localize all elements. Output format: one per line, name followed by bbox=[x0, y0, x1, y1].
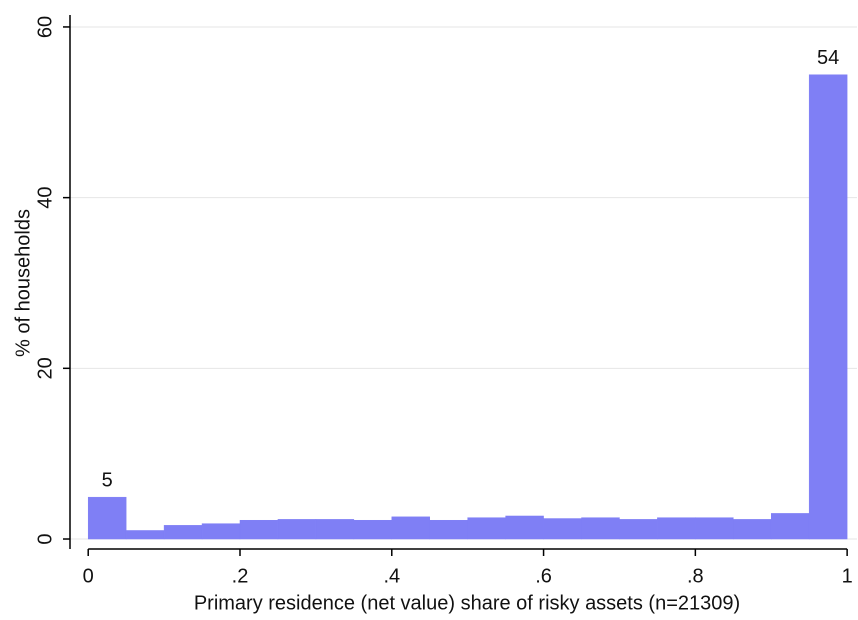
x-tick-label: 0 bbox=[83, 565, 94, 587]
x-tick-label: .4 bbox=[383, 565, 400, 587]
bar bbox=[353, 519, 393, 540]
x-tick-label: .6 bbox=[535, 565, 552, 587]
x-tick-label: .8 bbox=[687, 565, 704, 587]
bar bbox=[733, 519, 772, 540]
bar bbox=[808, 74, 848, 540]
bar bbox=[87, 496, 127, 540]
bar bbox=[467, 517, 506, 540]
bar bbox=[163, 525, 203, 540]
y-tick-label: 60 bbox=[34, 16, 56, 38]
x-tick-label: .2 bbox=[232, 565, 249, 587]
bar bbox=[239, 519, 279, 540]
bar bbox=[770, 513, 810, 540]
bar bbox=[505, 515, 544, 540]
bar bbox=[543, 518, 582, 540]
y-tick-label: 20 bbox=[34, 357, 56, 379]
bar bbox=[619, 519, 658, 540]
bar bbox=[391, 516, 430, 540]
x-axis-title: Primary residence (net value) share of r… bbox=[194, 592, 740, 614]
bar bbox=[695, 517, 734, 540]
bar bbox=[277, 519, 317, 540]
value-label: 54 bbox=[817, 47, 839, 69]
bar bbox=[657, 517, 696, 540]
bar bbox=[125, 530, 165, 540]
y-tick-label: 40 bbox=[34, 187, 56, 209]
y-axis-title: % of households bbox=[12, 209, 34, 357]
value-label: 5 bbox=[102, 469, 113, 491]
bar bbox=[429, 519, 468, 540]
bar bbox=[581, 517, 620, 540]
y-tick-label: 0 bbox=[34, 533, 56, 544]
bar bbox=[315, 519, 355, 540]
bar bbox=[201, 523, 241, 540]
x-tick-label: 1 bbox=[842, 565, 853, 587]
